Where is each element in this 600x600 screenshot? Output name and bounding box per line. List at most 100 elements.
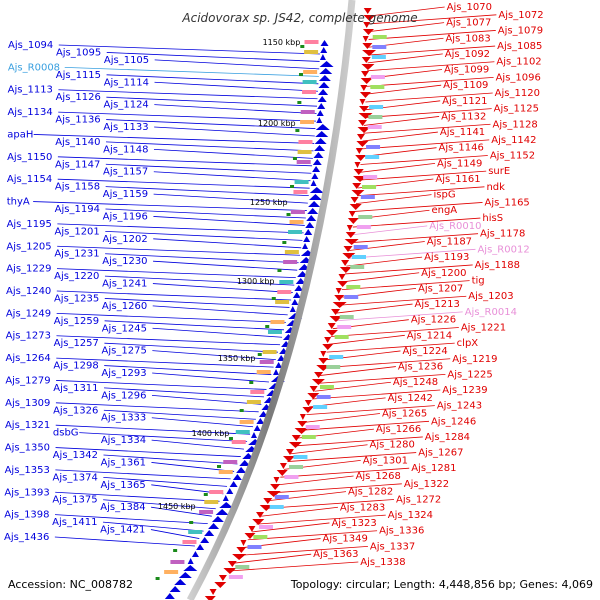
forward-gene-arrow [244,533,256,539]
forward-gene-arrow [240,540,247,546]
forward-gene-arrow [354,162,361,168]
right-gene-label: Ajs_1280 [370,440,415,451]
right-gene-label: Ajs_1128 [493,119,538,130]
forward-gene-arrow [309,386,318,392]
label-connector [363,116,440,126]
right-gene-label: Ajs_1102 [496,57,541,68]
right-gene-label: Ajs_1152 [490,151,535,162]
label-connector [150,529,200,539]
forward-gene-arrow [357,127,371,133]
label-connector [54,536,195,547]
right-gene-label: clpX [457,338,479,349]
right-gene-label: Ajs_1207 [418,283,463,294]
forward-gene-arrow [359,92,371,98]
label-connector [228,561,359,572]
right-gene-label: Ajs_1193 [424,252,469,263]
feature-category-block [339,315,354,319]
forward-gene-arrow [327,323,336,329]
left-gene-label: Ajs_1140 [55,137,100,148]
label-connector [151,439,245,450]
left-gene-label: Ajs_1260 [102,301,147,312]
left-gene-label: Ajs_1350 [5,443,50,454]
label-connector [58,89,318,100]
right-gene-label: Ajs_1161 [435,174,480,185]
label-connector [356,186,485,197]
label-connector [104,275,295,286]
right-gene-label: Ajs_R0012 [477,244,529,255]
label-connector [294,436,423,447]
reverse-gene-arrow [316,117,323,123]
forward-gene-arrow [279,463,287,469]
feature-category-block [246,400,261,404]
reverse-gene-arrow [219,502,234,508]
feature-marker [300,45,305,48]
forward-gene-arrow [359,106,370,112]
reverse-gene-arrow [232,474,242,480]
label-connector [341,280,470,290]
reverse-gene-arrow [316,110,324,116]
right-gene-label: Ajs_1146 [439,143,484,154]
left-gene-label: Ajs_1333 [101,413,146,424]
right-gene-label: Ajs_1224 [402,346,447,357]
left-gene-label: Ajs_1158 [55,182,100,193]
right-gene-label: Ajs_1165 [485,197,530,208]
left-gene-label: Ajs_1264 [5,353,50,364]
right-gene-label: Ajs_1213 [415,299,460,310]
forward-gene-arrow [355,148,363,154]
label-connector [154,126,315,137]
reverse-gene-arrow [304,229,313,235]
left-labels: Ajs_1094Ajs_1095Ajs_1105Ajs_R0008Ajs_111… [4,40,149,543]
right-gene-label: Ajs_1242 [388,393,433,404]
forward-gene-arrow [361,64,375,70]
right-gene-label: Ajs_1141 [440,127,485,138]
label-connector [280,467,410,478]
forward-gene-arrow [314,372,324,378]
label-connector [55,491,220,502]
feature-category-block [277,290,292,294]
label-connector [57,156,313,167]
right-gene-label: Ajs_1121 [442,96,487,107]
right-gene-label: Ajs_1096 [496,72,541,83]
feature-category-block [256,370,271,374]
left-gene-label: Ajs_1154 [7,174,52,185]
right-gene-label: Ajs_1225 [447,369,492,380]
left-gene-label: Ajs_1229 [6,264,51,275]
reverse-gene-arrow [200,537,210,543]
feature-category-block [253,535,268,539]
left-gene-label: Ajs_1311 [53,383,98,394]
forward-gene-arrow [256,512,265,518]
reverse-gene-arrow [302,243,309,249]
label-connector [252,522,330,533]
label-connector [317,373,446,384]
label-connector [268,491,347,502]
label-connector [55,424,251,435]
forward-gene-arrow [353,169,364,175]
reverse-gene-arrow [318,75,331,81]
right-gene-label: Ajs_1219 [452,354,497,365]
feature-category-block [370,85,385,89]
left-gene-label: dsbG [53,428,79,439]
left-gene-label: Ajs_1231 [54,249,99,260]
feature-category-block [372,35,387,39]
feature-marker [295,129,300,132]
label-connector [153,193,308,204]
feature-category-block [365,155,380,159]
label-connector [233,553,312,564]
kbp-mark-label: 1250 kbp [250,198,288,207]
label-connector [238,545,368,556]
feature-category-block [209,490,224,494]
left-gene-label: Ajs_1194 [55,204,100,215]
forward-gene-arrow [362,36,369,42]
right-gene-label: surE [488,166,510,177]
forward-gene-arrow [343,246,353,252]
label-connector [153,148,313,159]
forward-gene-arrow [299,414,306,420]
right-labels: Ajs_1070 Ajs_1072 Ajs_1077 Ajs_1079 Ajs_1083… [313,2,543,568]
forward-gene-arrow [218,575,227,581]
label-connectors [33,6,497,572]
forward-gene-arrow [252,519,265,525]
label-connector [152,305,288,316]
left-gene-label: Ajs_R0008 [8,62,60,73]
left-gene-label: Ajs_1235 [54,293,99,304]
